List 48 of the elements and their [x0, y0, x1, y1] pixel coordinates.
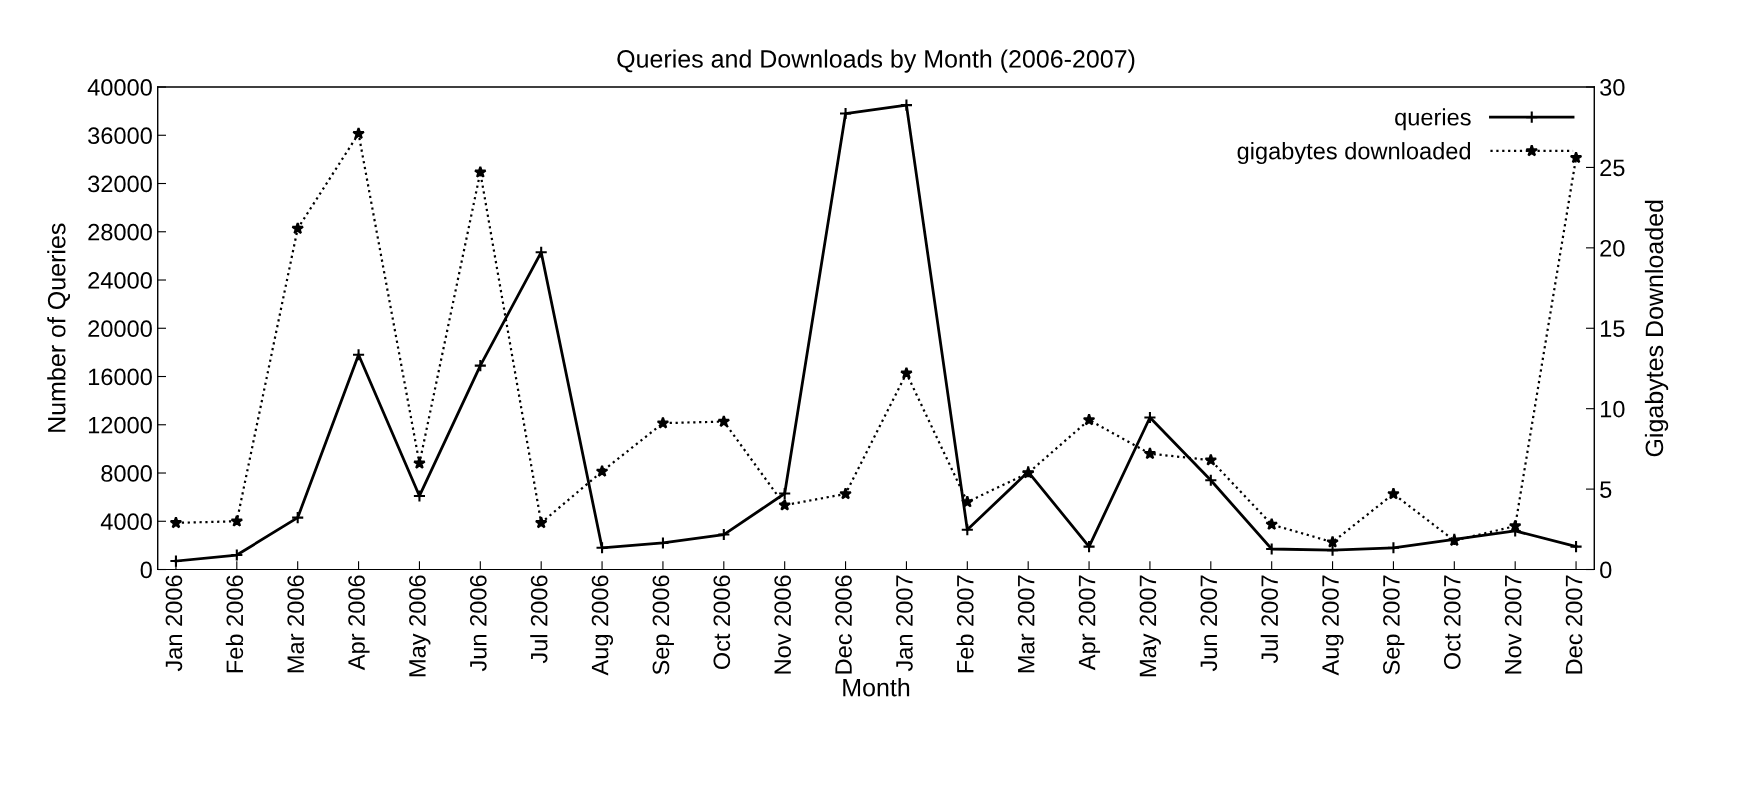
legend-label: gigabytes downloaded — [1237, 142, 1471, 165]
x-tick-label: Jul 2007 — [1260, 575, 1279, 664]
y-tick-label: 20000 — [88, 320, 152, 338]
x-tick-label: Feb 2007 — [956, 575, 974, 673]
x-tick-label: Nov 2006 — [774, 575, 792, 674]
x-tick-label: Sep 2007 — [1383, 575, 1405, 675]
y-tick-label: 4000 — [100, 513, 152, 531]
y2-tick-label: 0 — [1600, 561, 1612, 579]
y2-tick-label: 25 — [1600, 159, 1625, 177]
y2-tick-label: 20 — [1600, 239, 1625, 257]
x-tick-label: Sep 2006 — [652, 575, 674, 675]
x-tick-label: May 2007 — [1139, 575, 1161, 677]
legend-label: queries — [1395, 108, 1471, 131]
y2-axis-title: Gigabytes Downloaded — [1644, 200, 1669, 457]
x-tick-label: Aug 2006 — [591, 575, 614, 676]
y-axis-title: Number of Queries — [47, 223, 71, 432]
x-tick-label: Feb 2006 — [225, 575, 244, 673]
y2-tick-label: 30 — [1600, 79, 1625, 96]
x-tick-label: Dec 2006 — [835, 575, 852, 674]
y2-tick-label: 5 — [1600, 481, 1612, 498]
x-tick-label: May 2006 — [409, 575, 431, 677]
y-tick-label: 16000 — [88, 368, 152, 386]
x-tick-label: Mar 2006 — [287, 575, 305, 673]
y-tick-label: 28000 — [88, 223, 152, 241]
x-axis-title: Month — [843, 678, 910, 697]
y-tick-label: 24000 — [88, 272, 152, 289]
x-tick-label: Jul 2006 — [530, 575, 548, 664]
x-tick-label: Apr 2006 — [348, 575, 370, 671]
y-tick-label: 12000 — [88, 416, 152, 434]
y-tick-label: 32000 — [88, 175, 152, 193]
x-tick-label: Jan 2007 — [896, 575, 913, 672]
x-tick-label: Jan 2006 — [165, 575, 183, 672]
x-tick-label: Dec 2007 — [1565, 575, 1583, 674]
y-tick-label: 36000 — [88, 127, 152, 145]
y2-tick-label: 10 — [1600, 400, 1625, 418]
x-tick-label: Jun 2007 — [1200, 575, 1218, 672]
x-tick-label: Oct 2007 — [1443, 575, 1461, 670]
chart-title: Queries and Downloads by Month (2006-2007) — [617, 49, 1135, 73]
x-tick-label: Nov 2007 — [1504, 575, 1522, 674]
x-tick-label: Oct 2006 — [713, 575, 731, 670]
y-tick-label: 8000 — [101, 465, 152, 482]
y-tick-label: 0 — [140, 561, 152, 579]
x-tick-label: Mar 2007 — [1017, 575, 1035, 673]
x-tick-label: Apr 2007 — [1078, 575, 1101, 671]
y2-tick-label: 15 — [1600, 320, 1625, 338]
x-tick-label: Aug 2007 — [1322, 575, 1344, 676]
x-tick-label: Jun 2006 — [469, 575, 487, 672]
y-tick-label: 40000 — [87, 79, 152, 96]
